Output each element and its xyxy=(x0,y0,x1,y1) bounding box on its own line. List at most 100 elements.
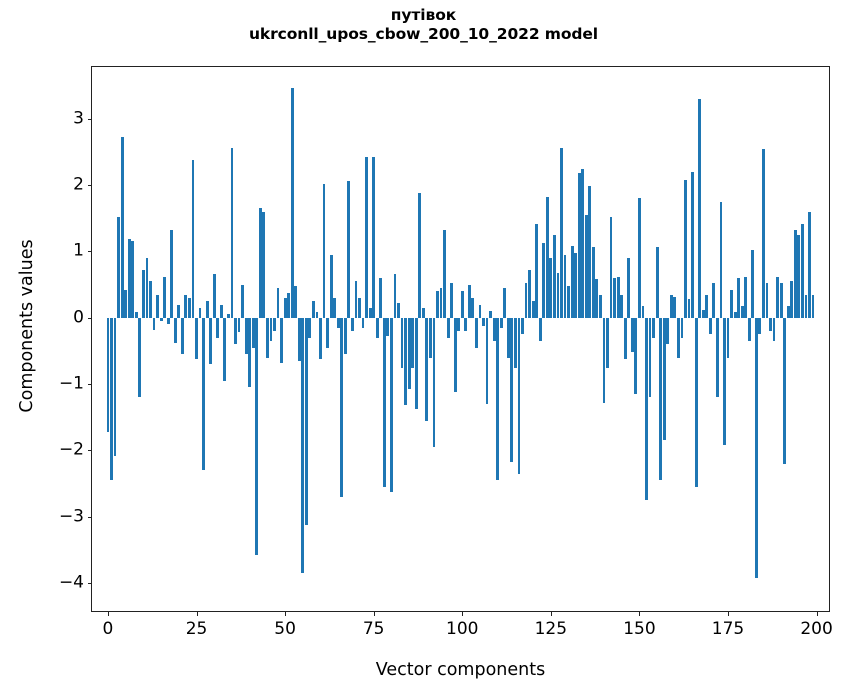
bar xyxy=(202,317,206,471)
bar xyxy=(708,317,712,335)
bar xyxy=(460,291,464,318)
bar xyxy=(297,317,301,361)
x-tick-mark xyxy=(107,611,109,616)
bar xyxy=(368,307,372,318)
bar xyxy=(336,317,340,328)
bar xyxy=(198,307,202,318)
bar xyxy=(251,317,255,348)
bars-container xyxy=(92,67,829,611)
bar xyxy=(496,317,500,481)
bar xyxy=(811,294,815,318)
bar xyxy=(407,317,411,390)
bar xyxy=(379,277,383,318)
bar xyxy=(588,186,592,318)
bar xyxy=(482,317,485,326)
bar xyxy=(358,297,361,318)
bar xyxy=(372,157,376,318)
bar xyxy=(365,157,368,318)
bar xyxy=(149,281,152,318)
bar xyxy=(141,270,145,318)
x-tick-mark xyxy=(196,611,198,616)
bar xyxy=(687,299,691,318)
bar xyxy=(117,216,120,318)
bar xyxy=(655,247,659,318)
bar xyxy=(514,317,517,368)
bar xyxy=(662,317,666,441)
bar xyxy=(754,317,758,578)
bar xyxy=(634,317,638,395)
bar xyxy=(613,277,617,318)
y-tick-mark xyxy=(87,516,92,518)
bar xyxy=(411,317,415,368)
bar xyxy=(645,317,648,501)
bar xyxy=(237,317,241,333)
bar xyxy=(273,317,276,332)
bar xyxy=(517,317,521,474)
bar xyxy=(120,137,124,318)
bar xyxy=(351,317,354,332)
bar xyxy=(173,317,177,343)
bar xyxy=(673,296,677,318)
bar xyxy=(163,276,167,318)
bar xyxy=(499,317,503,328)
bar xyxy=(212,273,216,318)
bar xyxy=(503,287,507,318)
x-tick-mark xyxy=(373,611,375,616)
bar xyxy=(265,317,269,358)
bar xyxy=(304,317,308,525)
bar xyxy=(418,193,422,318)
bar xyxy=(340,317,344,497)
bar xyxy=(312,301,315,318)
x-tick-label: 50 xyxy=(274,619,296,639)
bar xyxy=(443,230,446,318)
bar xyxy=(577,173,581,318)
bar xyxy=(404,317,407,406)
bar xyxy=(606,317,609,368)
bar xyxy=(797,234,801,318)
bar xyxy=(804,294,808,318)
x-axis-label: Vector components xyxy=(375,660,546,680)
x-tick-label: 175 xyxy=(711,619,745,639)
bar xyxy=(648,317,652,398)
y-tick-label: −4 xyxy=(58,572,84,593)
bar xyxy=(226,314,230,318)
bar xyxy=(630,317,634,353)
y-tick-mark xyxy=(87,384,92,386)
bar xyxy=(269,317,273,341)
bar xyxy=(552,234,556,318)
bar xyxy=(691,171,694,318)
bar xyxy=(170,230,174,318)
chart-title-line-2: ukrconll_upos_cbow_200_10_2022 model xyxy=(248,24,599,43)
bar xyxy=(315,312,319,318)
bar xyxy=(188,297,191,318)
bar xyxy=(223,317,227,381)
bar xyxy=(531,301,535,318)
bar xyxy=(131,241,135,318)
bar xyxy=(740,305,744,318)
bar xyxy=(343,317,347,355)
bar xyxy=(467,284,471,318)
bar xyxy=(124,289,128,318)
bar xyxy=(421,307,425,318)
x-tick-label: 0 xyxy=(102,619,114,639)
bar xyxy=(701,309,705,318)
bar xyxy=(400,317,404,368)
bar xyxy=(258,207,262,318)
bar xyxy=(290,88,294,318)
bar xyxy=(506,317,510,358)
bar xyxy=(772,317,776,341)
bar xyxy=(106,317,110,432)
bar xyxy=(570,246,574,318)
x-tick-label: 150 xyxy=(623,619,656,639)
x-tick-label: 200 xyxy=(800,619,833,639)
bar xyxy=(669,294,673,318)
bar xyxy=(694,317,698,487)
bar xyxy=(234,317,237,345)
bar xyxy=(159,317,163,322)
chart-title: путівок ukrconll_upos_cbow_200_10_2022 m… xyxy=(0,6,847,44)
y-tick-label: 0 xyxy=(73,307,84,328)
y-tick-mark xyxy=(87,185,92,187)
x-tick-label: 25 xyxy=(185,619,208,639)
y-tick-mark xyxy=(87,118,92,120)
bar xyxy=(627,258,631,318)
